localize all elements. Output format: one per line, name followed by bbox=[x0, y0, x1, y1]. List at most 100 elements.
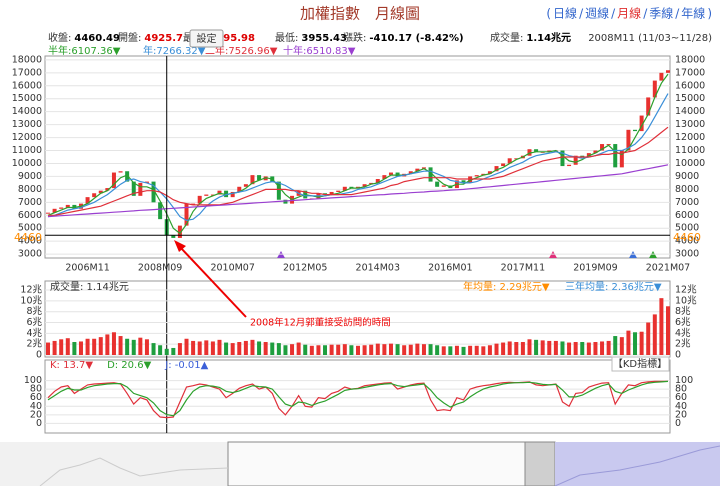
y-tick-label-right: 2兆 bbox=[675, 339, 691, 350]
volume-bar bbox=[52, 340, 57, 355]
period-link[interactable]: 日線 bbox=[553, 6, 577, 21]
volume-bar bbox=[204, 340, 209, 355]
volume-bar bbox=[257, 341, 262, 355]
candle bbox=[481, 173, 486, 176]
candle bbox=[428, 167, 433, 182]
volume-bar bbox=[619, 337, 624, 355]
y-tick-label: 0 bbox=[36, 418, 42, 429]
settings[interactable]: 設定 bbox=[189, 29, 224, 48]
volume-bar bbox=[573, 342, 578, 355]
candle bbox=[441, 185, 446, 187]
y-tick-label-right: 15000 bbox=[675, 93, 705, 104]
volume-bar bbox=[448, 346, 453, 355]
y-tick-label-right: 12000 bbox=[675, 132, 705, 143]
candle bbox=[323, 193, 328, 195]
candle bbox=[184, 203, 189, 226]
info-value: 4460.49 bbox=[74, 33, 120, 44]
period-link[interactable]: 月線 bbox=[617, 6, 641, 21]
volume-bar bbox=[540, 340, 545, 355]
candle bbox=[46, 212, 50, 214]
volume-bar bbox=[613, 336, 618, 355]
candle bbox=[144, 181, 149, 183]
navigator-preview bbox=[39, 457, 229, 486]
volume-bar bbox=[250, 339, 255, 355]
candle bbox=[92, 193, 97, 198]
volume-bar bbox=[296, 342, 301, 355]
info-value: 4925.7 bbox=[144, 33, 183, 44]
candle bbox=[375, 179, 380, 183]
candle bbox=[131, 181, 136, 196]
candle bbox=[72, 204, 77, 209]
x-tick-label: 2014M03 bbox=[356, 263, 400, 274]
y-tick-label-right: 5000 bbox=[675, 223, 699, 234]
volume-bar bbox=[263, 342, 268, 355]
y-tick-label: 4兆 bbox=[26, 328, 42, 339]
kd-button-box[interactable] bbox=[611, 356, 670, 372]
candle bbox=[487, 171, 492, 174]
volume-bar bbox=[402, 345, 407, 355]
volume-bar bbox=[560, 341, 565, 355]
period-link[interactable]: 季線 bbox=[649, 6, 673, 21]
navigator-selection[interactable] bbox=[555, 442, 720, 486]
candle bbox=[626, 129, 631, 151]
settings-button[interactable] bbox=[189, 29, 224, 48]
y-tick-label: 3000 bbox=[18, 249, 42, 260]
y-tick-label: 18000 bbox=[12, 54, 42, 65]
candle bbox=[639, 115, 644, 132]
volume-bar bbox=[388, 343, 393, 355]
candle bbox=[633, 129, 638, 132]
y-tick-label: 16000 bbox=[12, 80, 42, 91]
period-link[interactable]: 週線 bbox=[585, 6, 609, 21]
header: )年線/季線/月線/週線/日線(收盤:4460.49開盤:4925.7最高:50… bbox=[48, 6, 712, 58]
candle bbox=[435, 181, 440, 187]
volume-bar bbox=[468, 345, 473, 355]
volume-bar bbox=[454, 345, 459, 355]
candle bbox=[659, 72, 664, 81]
volume-bar bbox=[666, 306, 670, 355]
candle bbox=[501, 163, 506, 167]
y-tick-label-right: 0 bbox=[675, 418, 681, 429]
candle bbox=[125, 171, 130, 182]
volume-bar bbox=[276, 343, 281, 355]
candle bbox=[619, 150, 624, 168]
volume-bar bbox=[474, 345, 479, 355]
volume-bar bbox=[626, 330, 631, 355]
candle bbox=[474, 175, 479, 177]
y-tick-label: 100 bbox=[24, 375, 42, 386]
y-tick-label: 5000 bbox=[18, 223, 42, 234]
volume-bar bbox=[151, 343, 156, 355]
candle bbox=[666, 70, 670, 73]
y-tick-label-right: 17000 bbox=[675, 67, 705, 78]
navigator-window[interactable] bbox=[227, 441, 526, 486]
volume-bar bbox=[593, 342, 598, 355]
volume-bar bbox=[125, 338, 130, 355]
volume-bar bbox=[323, 345, 328, 355]
candle bbox=[494, 166, 499, 172]
navigator-handle[interactable] bbox=[524, 441, 556, 486]
candle bbox=[600, 144, 605, 151]
volume-bar bbox=[501, 342, 506, 355]
y-tick-label-right: 4000 bbox=[675, 236, 699, 247]
title: 加權指數 月線圖 bbox=[300, 5, 420, 23]
info-value: -410.17 (-8.42%) bbox=[369, 33, 463, 44]
y-tick-label-right: 10兆 bbox=[675, 295, 697, 306]
volume-bar bbox=[580, 342, 585, 355]
volume-bar bbox=[158, 345, 163, 355]
y-tick-label: 11000 bbox=[12, 145, 42, 156]
y-tick-label: 17000 bbox=[12, 67, 42, 78]
volume-bar bbox=[105, 334, 110, 355]
volume-label: 三年均量: 2.36兆元▼ bbox=[565, 280, 662, 293]
y-tick-label-right: 3000 bbox=[675, 249, 699, 260]
volume-bar bbox=[177, 343, 182, 355]
kd-button[interactable]: 【KD指標】 bbox=[611, 356, 670, 372]
volume-bar bbox=[111, 332, 116, 355]
candle bbox=[171, 235, 176, 238]
volume-bar bbox=[408, 344, 413, 355]
x-tick-label: 2008M09 bbox=[138, 263, 182, 274]
y-tick-label-right: 6兆 bbox=[675, 317, 691, 328]
candle bbox=[257, 175, 262, 181]
period-link[interactable]: 年線 bbox=[681, 6, 705, 21]
candle bbox=[336, 190, 341, 192]
candle bbox=[534, 149, 539, 152]
